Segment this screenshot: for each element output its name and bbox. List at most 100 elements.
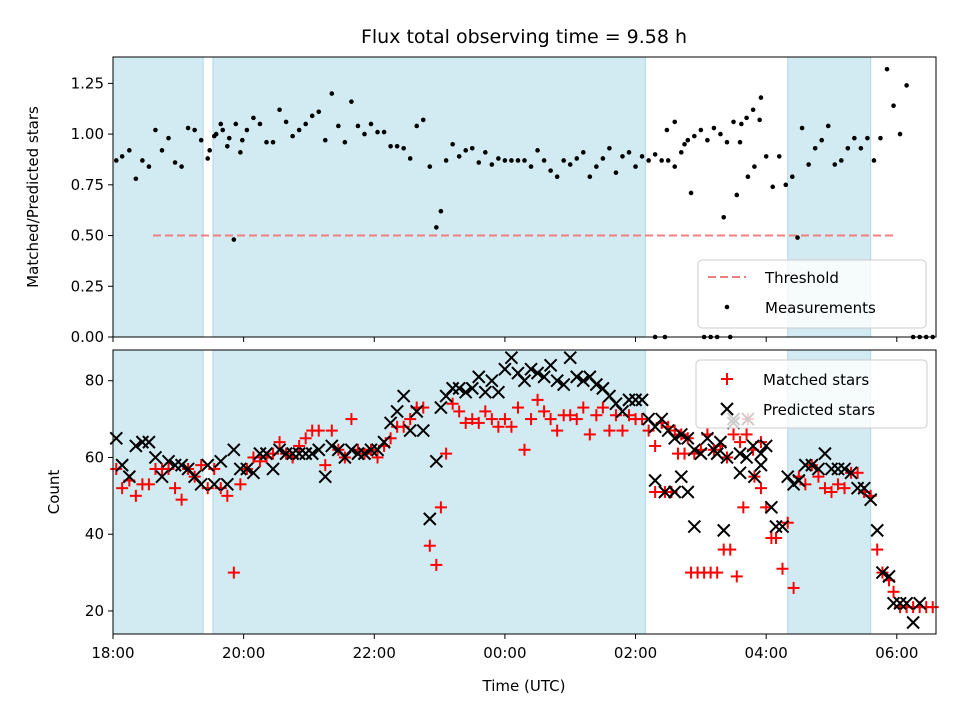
measurement-point <box>244 127 250 133</box>
measurement-point <box>166 135 171 141</box>
predicted-star-point <box>504 350 519 365</box>
matched-star-point <box>221 489 234 502</box>
measurement-point <box>838 158 844 163</box>
measurement-point <box>277 107 282 113</box>
predicted-star-point <box>485 373 499 388</box>
measurement-point <box>718 131 723 137</box>
predicted-star-point <box>537 370 551 384</box>
predicted-star-point <box>870 523 884 538</box>
matched-star-point <box>142 478 155 491</box>
predicted-star-point <box>272 443 287 457</box>
predicted-star-point <box>122 469 137 484</box>
predicted-star-point <box>148 450 163 465</box>
measurement-point <box>561 158 566 163</box>
predicted-star-point <box>298 446 313 461</box>
measurement-point <box>698 127 704 133</box>
measurement-point <box>434 225 439 230</box>
predicted-star-point <box>142 435 156 449</box>
measurement-point <box>240 137 245 143</box>
measurement-point <box>682 141 687 147</box>
matched-star-point <box>776 562 789 575</box>
matched-star-point <box>371 451 384 464</box>
measurement-point <box>541 158 547 163</box>
measurement-point <box>737 139 743 145</box>
top-axes-frame <box>112 56 937 338</box>
measurement-point <box>496 156 501 161</box>
measurement-point <box>394 143 400 149</box>
matched-star-point <box>518 443 531 456</box>
matched-star-point <box>724 543 737 556</box>
measurement-point <box>688 190 694 196</box>
predicted-star-point <box>312 443 326 457</box>
top-y-tick-label: 1.00 <box>71 125 104 143</box>
measurement-point <box>179 164 184 169</box>
predicted-star-point <box>364 443 378 457</box>
top-y-tick-label: 0.25 <box>71 277 104 295</box>
predicted-star-point <box>396 389 411 403</box>
top-y-tick-label: 0.50 <box>71 227 104 245</box>
predicted-star-point <box>115 458 129 472</box>
bottom-legend: Matched stars Predicted stars <box>695 359 928 429</box>
matched-star-point <box>544 413 557 426</box>
measurement-point <box>528 164 534 169</box>
measurement-point <box>600 156 606 161</box>
bottom-legend-box <box>695 359 928 429</box>
predicted-star-point <box>377 435 391 449</box>
predicted-star-point <box>818 446 832 461</box>
measurement-point <box>744 115 749 121</box>
measurement-point <box>309 113 315 119</box>
predicted-star-point <box>700 431 715 445</box>
matched-star-point <box>227 566 240 579</box>
predicted-star-point <box>769 519 783 534</box>
measurement-point <box>251 115 256 121</box>
matched-star-point <box>479 405 492 418</box>
measurement-point <box>904 83 909 88</box>
x-tick-label: 18:00 <box>91 644 134 662</box>
predicted-star-point <box>754 446 768 461</box>
measurement-point <box>878 135 883 141</box>
matched-star-point <box>616 424 629 437</box>
measurement-point <box>734 192 740 198</box>
matched-star-point <box>590 409 603 422</box>
measurement-point <box>140 158 145 163</box>
measurement-point <box>587 174 593 180</box>
matched-star-point <box>551 424 564 437</box>
measurement-point <box>257 121 263 127</box>
legend-threshold-label: Threshold <box>764 269 839 287</box>
measurement-point <box>795 235 800 240</box>
top-y-tick-label: 0.00 <box>71 328 104 346</box>
predicted-star-point <box>214 454 228 469</box>
measurement-point <box>672 164 678 169</box>
matched-star-point <box>603 424 616 437</box>
bottom-y-tick-label: 60 <box>85 448 104 466</box>
predicted-star-point <box>543 358 558 373</box>
measurement-point <box>724 139 730 145</box>
predicted-star-point <box>452 381 466 396</box>
measurement-point <box>226 135 232 141</box>
matched-star-point <box>505 420 518 433</box>
measurement-point <box>567 162 573 167</box>
predicted-star-point <box>129 439 143 453</box>
legend-matched-swatch <box>721 373 733 385</box>
predicted-star-point <box>759 439 773 453</box>
count-panel: 20 40 60 80 18:00 20:00 22:00 00:00 02:00 04:00 0… <box>45 349 939 695</box>
matched-star-point <box>345 413 358 426</box>
measurement-point <box>763 154 769 159</box>
measurement-point <box>192 127 197 133</box>
matched-star-point <box>169 482 182 495</box>
top-legend-box <box>697 259 927 329</box>
predicted-star-point <box>344 443 359 457</box>
x-tick-label: 02:00 <box>614 644 657 662</box>
measurement-point <box>502 158 508 163</box>
matched-star-point <box>498 413 511 426</box>
top-y-tick-label: 0.75 <box>71 176 104 194</box>
top-legend: Threshold Measurements <box>697 259 927 329</box>
bottom-axes-frame <box>112 349 937 635</box>
predicted-star-point <box>517 373 532 388</box>
measurement-point <box>692 133 697 139</box>
predicted-star-point <box>912 596 927 611</box>
predicted-star-point <box>654 412 669 426</box>
measurement-point <box>515 158 521 163</box>
matched-star-point <box>446 397 459 410</box>
predicted-star-point <box>886 596 901 611</box>
